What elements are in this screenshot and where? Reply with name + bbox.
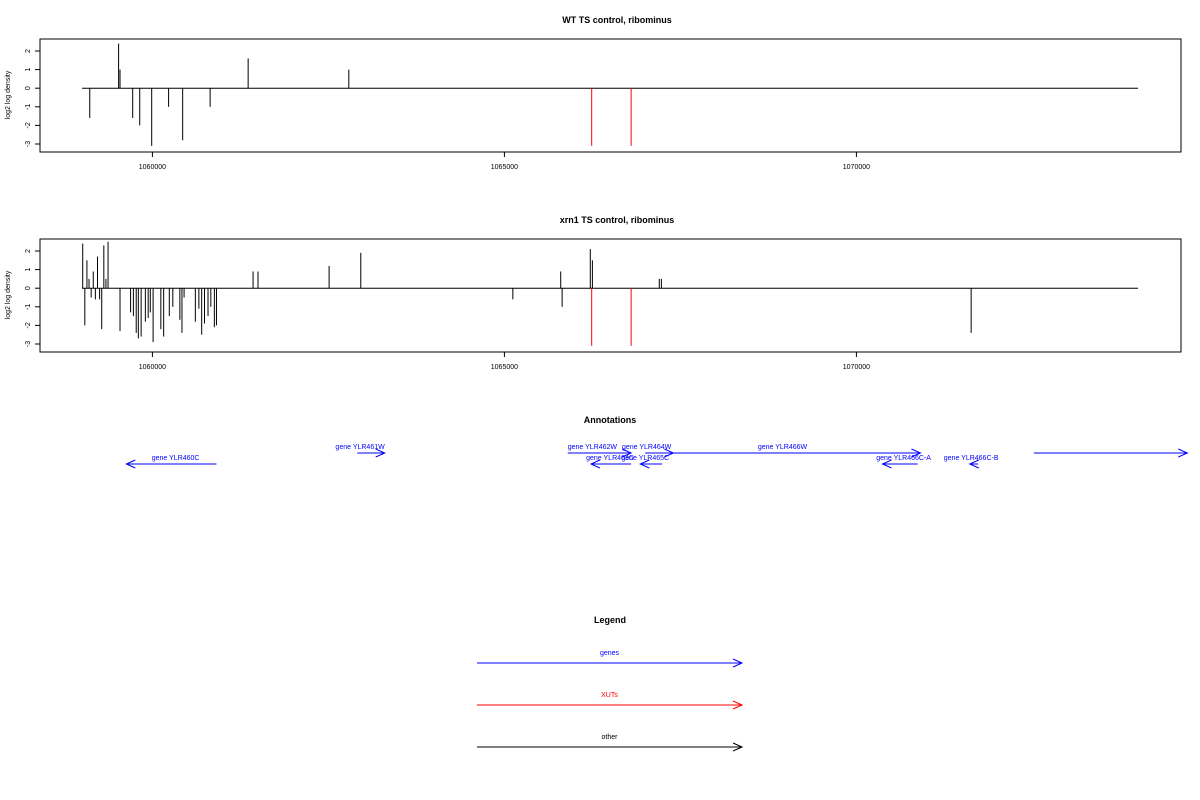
wt-signal-panel: WT TS control, ribominus log2 log densit…: [5, 15, 1182, 171]
gene-arrow-head: [881, 459, 892, 469]
y-tick-label: 1: [25, 268, 32, 272]
wt-signal-marks: [82, 43, 1138, 146]
legend-label: genes: [600, 650, 620, 657]
y-tick-label: -2: [25, 322, 32, 328]
wt-y-axis-label: log2 log density: [5, 70, 12, 119]
xrn1-signal-marks: [82, 241, 1138, 346]
x-tick-label: 1070000: [843, 364, 870, 371]
x-tick-label: 1060000: [139, 164, 166, 171]
gene-label: gene YLR463C: [586, 455, 634, 462]
gene-arrow-head: [639, 459, 650, 469]
gene-arrow-head: [911, 448, 922, 458]
y-tick-label: -1: [25, 304, 32, 310]
legend-arrow-head: [732, 742, 744, 752]
wt-x-axis: 1060000 1065000 1070000: [139, 152, 870, 171]
gene-label: gene YLR465C: [621, 455, 669, 462]
gene-arrow-head: [968, 459, 979, 469]
gene-label: gene YLR466C-B: [944, 455, 999, 462]
xrn1-signal-panel: xrn1 TS control, ribominus log2 log dens…: [5, 215, 1182, 371]
y-tick-label: 1: [25, 68, 32, 72]
xrn1-panel-title: xrn1 TS control, ribominus: [560, 215, 675, 225]
legend-items: genes XUTs other: [477, 650, 744, 752]
xrn1-y-axis-label: log2 log density: [5, 270, 12, 319]
legend: Legend genes XUTs other: [477, 615, 744, 752]
legend-arrow-head: [732, 658, 744, 668]
gene-arrow-head: [375, 448, 386, 458]
xrn1-y-axis: -3 -2 -1 0 1 2: [25, 249, 40, 347]
annotations-panel: Annotations gene YLR460C gene YLR461W gene…: [125, 415, 1189, 469]
gene-arrow-head: [1178, 448, 1189, 458]
y-tick-label: 0: [25, 86, 32, 90]
gene-arrow-head: [125, 459, 136, 469]
x-tick-label: 1060000: [139, 364, 166, 371]
x-tick-label: 1065000: [491, 364, 518, 371]
legend-label: XUTs: [601, 692, 618, 699]
gene-label: gene YLR466C-A: [876, 455, 931, 462]
wt-plot-frame: [39, 38, 1182, 153]
gene-label: gene YLR464W: [622, 444, 672, 451]
y-tick-label: 0: [25, 286, 32, 290]
legend-title: Legend: [594, 615, 626, 625]
x-tick-label: 1065000: [491, 164, 518, 171]
y-tick-label: 2: [25, 249, 32, 253]
wt-panel-title: WT TS control, ribominus: [562, 15, 672, 25]
gene-label: gene YLR460C: [152, 455, 200, 462]
legend-label: other: [602, 734, 619, 741]
y-tick-label: -3: [25, 141, 32, 147]
gene-label: gene YLR462W: [568, 444, 618, 451]
x-tick-label: 1070000: [843, 164, 870, 171]
y-tick-label: -3: [25, 341, 32, 347]
y-tick-label: 2: [25, 49, 32, 53]
xrn1-plot-frame: [39, 238, 1182, 353]
annotations-title: Annotations: [584, 415, 637, 425]
y-tick-label: -2: [25, 122, 32, 128]
gene-label: gene YLR466W: [758, 444, 808, 451]
gene-label: gene YLR461W: [335, 444, 385, 451]
gene-arrow-head: [621, 448, 633, 458]
gene-arrow-head: [589, 459, 601, 469]
legend-arrow-head: [732, 700, 744, 710]
wt-y-axis: -3 -2 -1 0 1 2: [25, 49, 40, 147]
y-tick-label: -1: [25, 104, 32, 110]
xrn1-x-axis: 1060000 1065000 1070000: [139, 352, 870, 371]
